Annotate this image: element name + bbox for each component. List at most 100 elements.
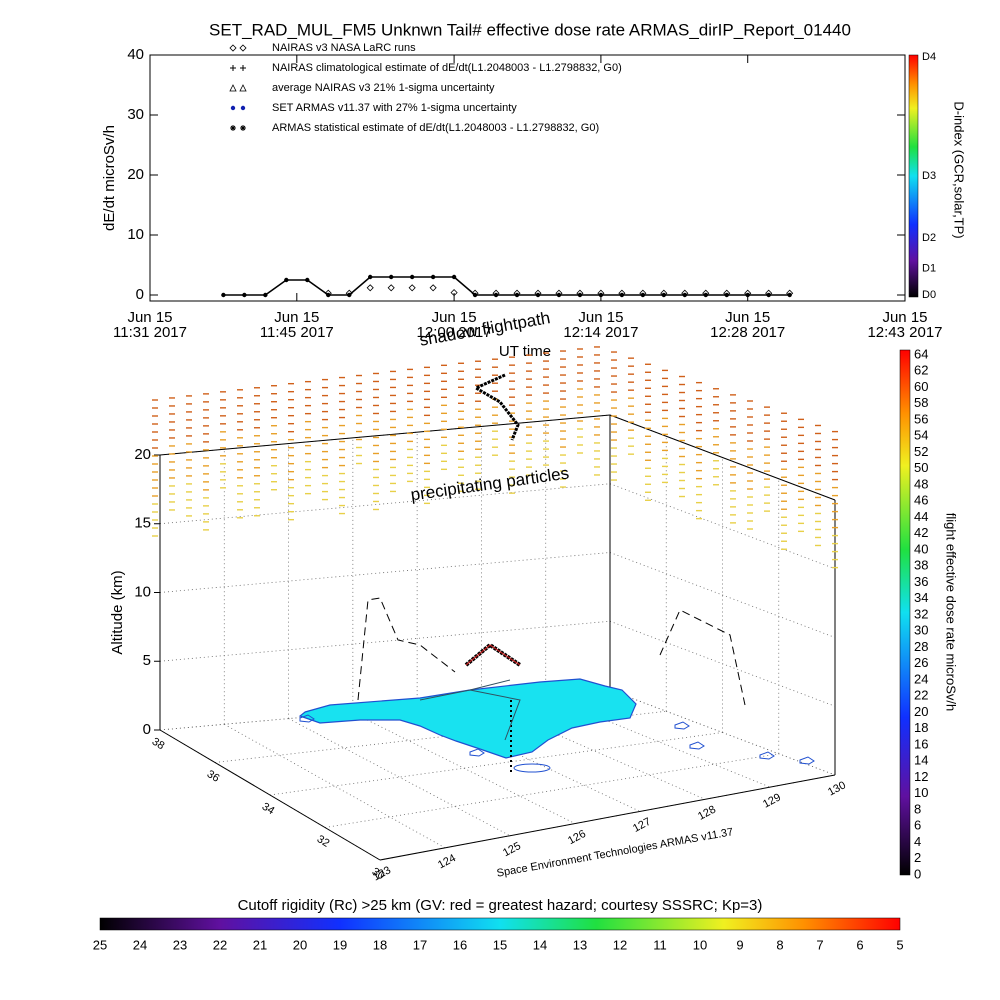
land [298,678,637,759]
point [430,274,436,280]
land-fragment [689,741,705,750]
island [513,763,551,773]
annotation: precipitating particles [409,463,570,504]
d-index-label: D-index (GCR,solar,TP) [952,101,967,238]
grid-line [352,712,576,824]
grid-line [269,732,723,796]
z-tick-label: 15 [134,515,151,532]
legend-symbol [240,105,246,111]
point [472,292,478,298]
box-edge [379,774,836,861]
legend-symbol [229,44,237,52]
colorbar-tick-label: 17 [413,937,427,952]
colorbar-tick-label: 19 [333,937,347,952]
grid-line [609,483,836,570]
colorbar-tick-label: 6 [914,818,921,833]
lon-tick-label: 126 [566,828,588,847]
colorbar-tick-label: 30 [914,623,928,638]
colorbar-tick-label: 21 [253,937,267,952]
wall-projection [659,609,746,706]
colorbar-tick-label: D1 [922,263,936,275]
colorbar-tick-label: 12 [914,769,928,784]
series-line [223,276,790,296]
colorbar-tick-label: 28 [914,639,928,654]
colorbar-tick-label: 16 [453,937,467,952]
lon-tick-label: 124 [436,852,458,871]
point [429,284,437,292]
chart-title: SET_RAD_MUL_FM5 Unknwn Tail# effective d… [209,20,851,39]
x-tick-label: Jun 15 [725,309,770,326]
colorbar-tick-label: 64 [914,346,928,361]
colorbar-tick-label: 38 [914,558,928,573]
flightpath [472,373,520,441]
legend-symbol [230,65,236,71]
legend-symbol [230,105,236,111]
point [242,292,247,298]
point [682,292,687,298]
plot-3d: 0510152012312412512612712812913030323436… [109,308,848,883]
colorbar-tick-label: 20 [293,937,307,952]
colorbar-tick-label: 22 [914,688,928,703]
point [703,292,708,298]
point [347,292,352,298]
box-edge [159,729,381,861]
lon-tick-label: 129 [761,791,783,810]
colorbar-tick-label: 18 [373,937,387,952]
lat-tick-label: 32 [315,833,332,850]
point [577,292,583,298]
legend-symbol [239,84,247,92]
lat-tick-label: 34 [260,801,277,818]
point [388,274,394,280]
legend-label: NAIRAS v3 NASA LaRC runs [272,42,416,54]
flightpath-red [465,644,521,666]
legend-symbol [239,44,247,52]
lon-tick-label: 125 [501,840,523,859]
colorbar-tick-label: 14 [533,937,547,952]
lon-tick-label: 127 [631,816,653,835]
colorbar-tick-label: 0 [914,866,921,881]
colorbar-tick-label: 16 [914,736,928,751]
y-axis-label: dE/dt microSv/h [101,125,118,231]
z-tick-label: 5 [143,652,151,669]
colorbar-tick-label: 2 [914,850,921,865]
box-edge [609,414,836,501]
dose-colorbar [899,349,911,876]
x-tick-label: 12:00 2017 [417,324,492,341]
colorbar-tick-label: 58 [914,395,928,410]
ground-track [419,679,521,741]
x-axis-label: UT time [499,343,551,360]
lat-tick-label: 36 [205,768,222,785]
colorbar-tick-label: 50 [914,460,928,475]
colorbar-tick-label: 60 [914,379,928,394]
grid-line [159,620,611,662]
x-tick-label: 12:14 2017 [563,324,638,341]
colorbar-tick-label: 9 [736,937,743,952]
colorbar-tick-label: 32 [914,606,928,621]
point [493,292,499,298]
colorbar-tick-label: 15 [493,937,507,952]
dose-colorbar-label: flight effective dose rate microSv/h [944,513,959,711]
colorbar-tick-label: 6 [856,937,863,952]
x-tick-label: Jun 15 [274,309,319,326]
point [284,277,289,283]
y-tick-label: 0 [136,286,144,303]
annotation: Space Environment Technologies ARMAS v11… [496,826,734,879]
point [221,292,226,298]
legend-symbol [240,125,246,131]
legend-symbol [229,84,237,92]
colorbar-tick-label: 34 [914,590,928,605]
grid-line [159,483,611,525]
point [640,292,646,298]
colorbar-tick-label: 5 [896,937,903,952]
point [745,292,750,298]
colorbar-tick-label: 13 [573,937,587,952]
point [535,292,541,298]
colorbar-tick-label: 10 [693,937,707,952]
colorbar-tick-label: 26 [914,655,928,670]
legend-label: NAIRAS climatological estimate of dE/dt(… [272,62,622,74]
colorbar-tick-label: 7 [816,937,823,952]
x-tick-label: Jun 15 [578,309,623,326]
point [263,292,268,298]
box-edge [159,414,611,456]
x-tick-label: 11:31 2017 [113,324,187,341]
